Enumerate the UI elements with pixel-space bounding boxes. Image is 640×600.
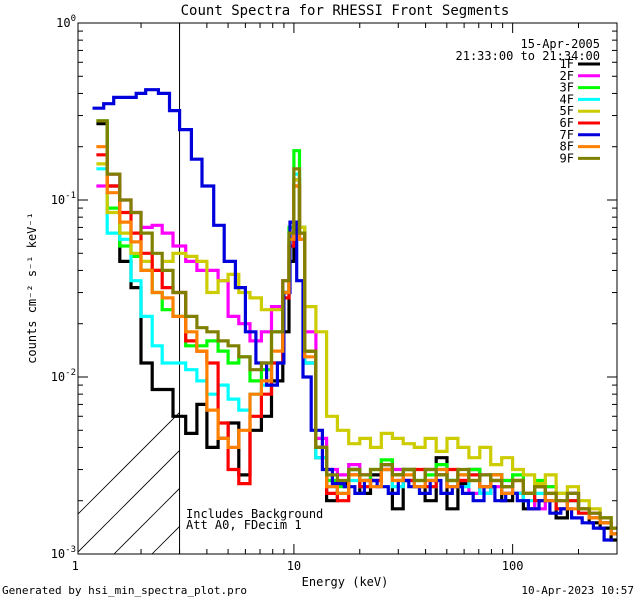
x-axis-label: Energy (keV) (302, 575, 389, 589)
series-line-7F (92, 88, 614, 542)
hatch-line (78, 449, 180, 553)
y-tick-label: 10-3 (51, 545, 76, 561)
x-tick-label: 100 (502, 559, 524, 573)
legend-label-5F: 5F (560, 104, 574, 118)
annotation-attenuator: Att A0, FDecim 1 (186, 518, 302, 532)
legend-label-6F: 6F (560, 116, 574, 130)
legend-label-8F: 8F (560, 140, 574, 154)
y-tick-label: 10-2 (51, 368, 76, 384)
axis-ticks: 1 10 100 10-3 10-2 10-1 100 (51, 14, 618, 573)
chart-title: Count Spectra for RHESSI Front Segments (181, 3, 510, 19)
legend-date: 15-Apr-2005 (521, 37, 600, 51)
hatch-line (608, 23, 640, 554)
annotation-background: Includes Background (186, 507, 323, 521)
y-tick-label: 10-1 (51, 191, 76, 207)
legend-label-2F: 2F (560, 69, 574, 83)
hatch-line (266, 23, 640, 554)
plot-frame (77, 22, 618, 555)
legend-label-3F: 3F (560, 81, 574, 95)
x-tick-label: 1 (72, 559, 79, 573)
y-axis-label: counts cm⁻² s⁻¹ keV⁻¹ (25, 212, 39, 364)
footer-generated-by: Generated by hsi_min_spectra_plot.pro (2, 584, 248, 597)
legend-label-9F: 9F (560, 151, 574, 165)
legend-label-4F: 4F (560, 92, 574, 106)
legend-label-1F: 1F (560, 57, 574, 71)
legend-label-7F: 7F (560, 128, 574, 142)
series-line-5F (96, 162, 617, 530)
series-line-9F (96, 119, 617, 530)
hatch-line (78, 411, 180, 515)
y-tick-label: 100 (56, 14, 76, 30)
legend-time-range: 21:33:00 to 21:34:00 (456, 49, 601, 63)
legend: 15-Apr-2005 21:33:00 to 21:34:00 1F2F3F4… (456, 37, 601, 165)
hatch-line (570, 23, 640, 554)
x-tick-label: 10 (287, 559, 301, 573)
hatch-line (380, 23, 640, 554)
series-group (92, 88, 617, 542)
footer-timestamp: 10-Apr-2023 10:57 (521, 584, 634, 597)
